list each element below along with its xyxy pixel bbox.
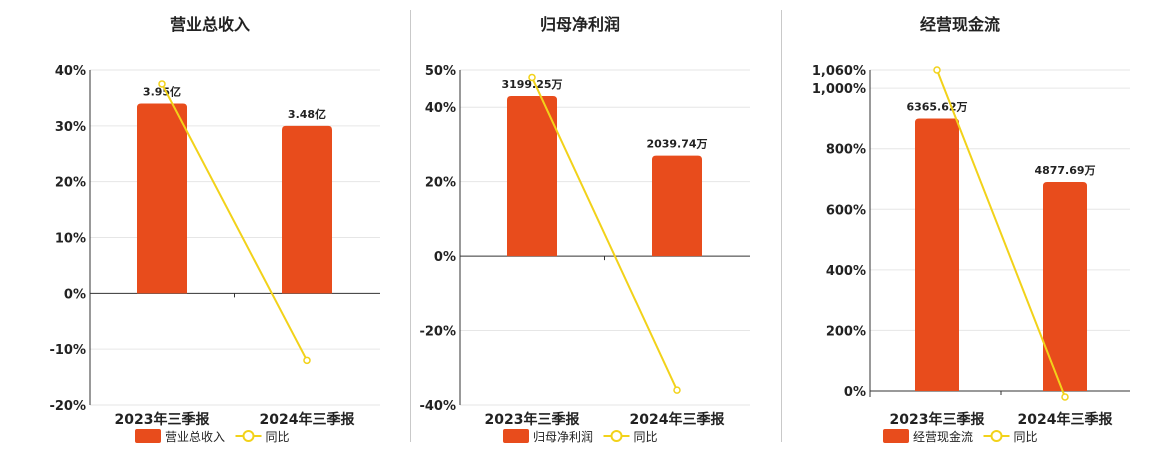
y-tick-label: 10%	[55, 232, 86, 247]
bar-value-label: 4877.69万	[1034, 164, 1095, 177]
y-tick-label: 20%	[425, 176, 456, 191]
panel-divider-2	[781, 10, 782, 442]
chart-title: 营业总收入	[170, 15, 250, 34]
bar	[137, 103, 187, 294]
x-category-label: 2023年三季报	[890, 411, 985, 428]
yoy-point	[158, 80, 166, 88]
yoy-point	[303, 356, 311, 365]
y-tick-label: 0%	[844, 385, 866, 400]
legend-label-bar: 营业总收入	[165, 430, 225, 444]
bar-value-label: 3199.25万	[501, 78, 562, 91]
y-tick-label: 400%	[826, 264, 866, 279]
chart-title: 经营现金流	[920, 15, 1000, 34]
y-tick-label: 0%	[434, 250, 456, 265]
y-tick-label: 20%	[55, 176, 86, 191]
y-tick-label: 1,000%	[812, 82, 866, 97]
y-tick-label: -20%	[49, 399, 86, 414]
y-tick-label: 40%	[55, 64, 86, 79]
y-tick-label: 600%	[826, 203, 866, 218]
legend-label-bar: 归母净利润	[533, 430, 593, 444]
yoy-point	[673, 386, 681, 394]
y-tick-label: -20%	[419, 325, 456, 340]
bar	[652, 155, 702, 257]
x-category-label: 2024年三季报	[630, 411, 725, 428]
legend-swatch-marker	[990, 430, 1003, 442]
bar	[1043, 182, 1087, 391]
y-tick-label: 50%	[425, 64, 456, 79]
y-tick-label: -10%	[49, 343, 86, 358]
legend-swatch-marker	[242, 430, 255, 442]
legend-swatch-bar	[135, 429, 161, 443]
x-category-label: 2023年三季报	[485, 411, 580, 428]
legend-label-line: 同比	[1014, 430, 1038, 444]
panel-divider-1	[410, 10, 411, 442]
bar	[915, 118, 959, 391]
bar-value-label: 2039.74万	[646, 138, 707, 151]
y-tick-label: 800%	[826, 143, 866, 158]
y-tick-label: 30%	[55, 120, 86, 135]
bar	[282, 125, 332, 294]
yoy-point	[1061, 393, 1069, 401]
legend-label-line: 同比	[634, 430, 658, 444]
y-tick-label: 40%	[425, 101, 456, 116]
yoy-line	[936, 69, 1066, 398]
yoy-line	[161, 83, 308, 361]
legend-label-line: 同比	[266, 430, 290, 444]
yoy-point	[528, 73, 536, 82]
chart-title: 归母净利润	[540, 15, 620, 34]
y-tick-label: 200%	[826, 324, 866, 339]
yoy-point	[933, 66, 941, 74]
x-category-label: 2023年三季报	[115, 411, 210, 428]
bar-value-label: 6365.62万	[906, 100, 967, 113]
legend-swatch-bar	[503, 429, 529, 443]
yoy-line	[531, 77, 678, 391]
x-category-label: 2024年三季报	[1018, 411, 1113, 428]
legend-swatch-marker	[610, 430, 623, 442]
x-category-label: 2024年三季报	[260, 411, 355, 428]
bar	[507, 96, 557, 257]
bar-value-label: 3.95亿	[143, 85, 181, 99]
legend-label-bar: 经营现金流	[913, 429, 973, 444]
bar-value-label: 3.48亿	[288, 107, 326, 121]
y-tick-label: 1,060%	[812, 64, 866, 79]
y-tick-label: 0%	[64, 287, 86, 302]
legend-swatch-bar	[883, 429, 909, 443]
y-tick-label: -40%	[419, 399, 456, 414]
